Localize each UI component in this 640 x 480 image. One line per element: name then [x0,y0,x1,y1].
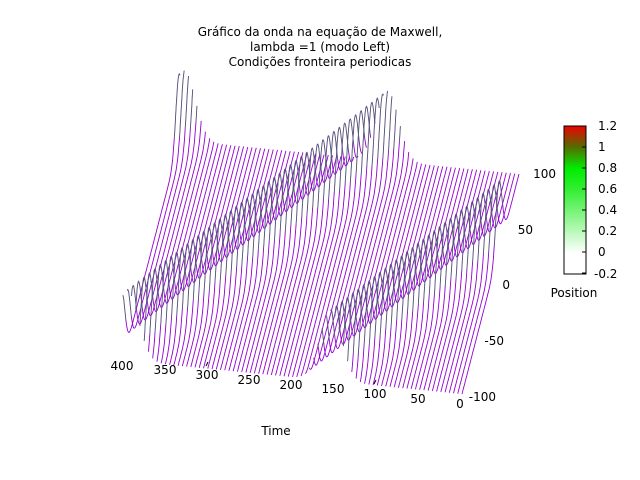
surface-mesh [122,70,520,395]
time-tick-350: 350 [154,363,177,377]
surface-time-line [376,165,435,386]
surface-time-line [207,148,266,369]
surface-crest-highlight [263,181,273,250]
surface-time-line [457,173,516,394]
surface-crest-highlight [334,96,393,332]
surface-time-line [440,171,499,393]
surface-time-line [410,168,469,390]
surface-time-line [245,152,304,373]
colorbar-tick-0: 0 [598,245,606,259]
chart-title: Gráfico da onda na equação de Maxwell, l… [198,25,443,69]
title-line-2: lambda =1 (modo Left) [250,40,390,54]
time-tick-100: 100 [364,387,387,401]
surface-crest-highlight [126,70,185,318]
colorbar-ticks [582,125,586,274]
colorbar-tick-neg0.2: -0.2 [594,267,617,281]
surface-time-line [211,148,270,370]
surface-crest-highlight [330,90,388,338]
time-tick-marks [205,361,377,385]
surface-time-line [198,147,257,368]
surface-time-line [453,172,511,394]
time-tick-50: 50 [410,392,425,406]
surface-time-line [186,146,245,367]
time-tick-300: 300 [196,368,219,382]
colorbar-tick-0.2: 0.2 [598,224,617,238]
surface-time-line [262,154,321,375]
time-tick-150: 150 [322,382,345,396]
colorbar-tick-1.2: 1.2 [598,119,617,133]
surface-time-line [317,101,376,362]
tick-mark-100 [373,379,377,385]
surface-time-line [347,141,406,362]
surface-time-line [334,96,393,345]
surface-time-line [194,147,253,368]
surface-time-line [385,166,444,387]
surface-time-line [342,126,401,347]
surface-time-line [419,169,478,390]
surface-time-line [143,120,202,341]
position-tick-100: 100 [533,167,556,181]
surface-time-line [173,145,232,366]
surface-time-line [389,166,448,387]
surface-crest-highlight [321,98,380,346]
surface-time-line [397,167,456,388]
surface-time-line [249,152,308,374]
surface-time-line [181,145,240,367]
position-axis: -100 -50 0 50 100 [469,167,556,404]
surface-time-line [253,153,312,374]
surface-crest-highlight [122,73,181,320]
position-tick-neg100: -100 [469,390,496,404]
surface-time-line [402,167,461,389]
time-tick-400: 400 [111,359,134,373]
surface-crest-highlight [444,218,455,287]
colorbar-tick-1: 1 [598,140,606,154]
surface-crest-highlight [493,180,504,246]
surface-time-line [330,90,389,349]
surface-crest-highlight [198,231,208,300]
colorbar-tick-0.6: 0.6 [598,182,617,196]
time-tick-200: 200 [280,378,303,392]
time-axis: 400 350 300 250 200 150 100 50 0 Time [111,359,464,438]
time-tick-250: 250 [238,373,261,387]
surface-time-line [126,70,185,329]
surface-time-line [220,149,278,370]
surface-crest-highlight [317,102,376,349]
surface-time-line [275,143,333,376]
tick-mark-300 [205,361,209,367]
surface-crest-highlight [219,214,230,283]
surface-time-line [164,144,223,365]
colorbar-tick-0.8: 0.8 [598,161,617,175]
surface-time-line [461,173,520,395]
position-tick-50: 50 [518,223,533,237]
surface-crest-highlight [326,93,384,340]
surface-time-line [131,75,189,325]
surface-time-line [139,105,198,326]
colorbar-label: Position [551,286,598,300]
colorbar: 1.2 1 0.8 0.6 0.4 0.2 0 -0.2 Position [551,119,618,300]
surface-time-line [368,164,427,385]
time-tick-0: 0 [456,397,464,411]
colorbar-gradient [563,125,587,275]
position-tick-0: 0 [502,278,510,292]
colorbar-tick-0.4: 0.4 [598,203,617,217]
title-line-1: Gráfico da onda na equação de Maxwell, [198,25,443,39]
surface-time-line [423,170,482,391]
surface-time-line [414,169,473,390]
surface-crest-highlight [131,75,189,312]
position-tick-neg50: -50 [484,334,504,348]
surface-time-line [236,151,295,372]
surface-time-line [266,151,325,375]
surface-time-line [448,172,507,393]
surface-time-line [279,138,338,376]
time-axis-label: Time [260,424,290,438]
surface-time-line [372,164,431,386]
surface-time-line [321,97,380,358]
surface-time-line [169,144,228,365]
surface-crest-highlight [284,164,295,233]
title-line-3: Condições fronteira periodicas [229,55,412,69]
surface-time-line [215,149,274,370]
